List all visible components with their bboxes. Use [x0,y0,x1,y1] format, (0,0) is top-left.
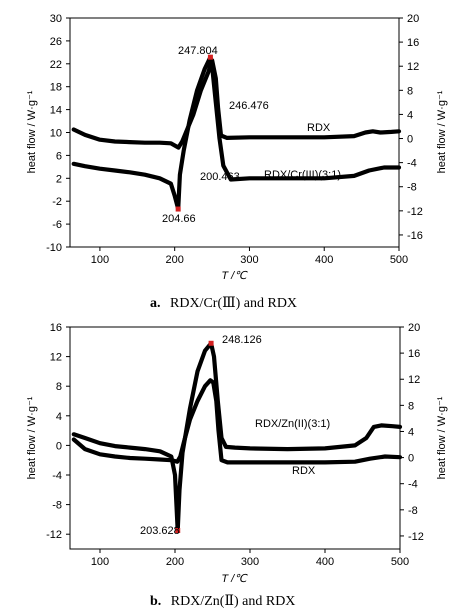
y-right-tick-label: -8 [407,182,417,194]
y-right-tick-label: 12 [407,61,419,73]
y-left-tick-label: 10 [50,128,62,140]
chart-a-annotation-onset2: 204.66 [162,213,196,225]
y-left-tick-label: 4 [56,411,62,423]
y-right-tick-label: 20 [407,13,419,25]
x-tick-label: 300 [240,254,258,266]
y-right-tick-label: -8 [408,505,418,517]
y-left-tick-label: -10 [46,242,62,254]
chart-a-annotation-peak1: 247.804 [178,45,218,57]
y-left-tick-label: -4 [52,470,62,482]
caption-a-text: RDX/Cr(Ⅲ) and RDX [170,296,297,311]
chart-a-ticks: 100 200 300 400 500 30 26 22 18 14 10 6 2 -2 -6 -10 20 16… [46,13,423,266]
x-tick-label: 400 [316,556,334,568]
x-tick-label: 100 [91,556,109,568]
caption-b: b. RDX/Zn(Ⅱ) and RDX [150,594,295,609]
x-tick-label: 200 [166,254,184,266]
y-right-tick-label: 20 [408,322,420,334]
chart-a-series [71,54,402,212]
series-line-1-0 [71,341,403,533]
y-left-tick-label: 2 [56,173,62,185]
y-right-tick-label: 0 [408,453,414,465]
chart-a-annotation-peak2: 246.476 [229,100,269,112]
chart-a-ylabel-right: heat flow / W·g⁻¹ [436,90,448,173]
y-left-tick-label: 14 [50,105,62,117]
x-tick-label: 200 [166,556,184,568]
y-left-tick-label: 8 [56,381,62,393]
y-right-tick-label: -12 [407,206,423,218]
caption-b-label: b. [150,594,161,609]
y-right-tick-label: 4 [408,426,414,438]
x-tick-label: 100 [91,254,109,266]
chart-b-annotation-onset: 203.628 [140,525,180,537]
y-left-tick-label: -12 [46,529,62,541]
chart-a: 100 200 300 400 500 30 26 22 18 14 10 6 2 -2 -6 -10 20 16… [26,13,448,282]
y-left-tick-label: 6 [56,150,62,162]
chart-b-ticks: 100 200 300 400 500 16 12 8 4 0 -4 -8 -12 20 16 12 8 4 0 -4… [46,322,424,568]
y-right-tick-label: -4 [407,158,417,170]
chart-a-ylabel-left: heat flow / W·g⁻¹ [26,90,38,173]
y-right-tick-label: 0 [407,134,413,146]
y-left-tick-label: 22 [50,59,62,71]
x-tick-label: 500 [390,254,408,266]
y-left-tick-label: -2 [52,196,62,208]
y-left-tick-label: 30 [50,13,62,25]
chart-a-series-label-rdx: RDX [307,122,331,134]
y-right-tick-label: -16 [407,230,423,242]
chart-b: 100 200 300 400 500 16 12 8 4 0 -4 -8 -12 20 16 12 8 4 0 -4… [26,322,448,585]
annotated-point-marker [208,340,214,346]
y-right-tick-label: -4 [408,479,418,491]
chart-a-annotation-onset1: 200.463 [200,171,240,183]
y-right-tick-label: 8 [408,400,414,412]
series-line-1-1 [71,378,403,465]
chart-a-xlabel: T /℃ [221,270,248,282]
y-right-tick-label: 16 [407,37,419,49]
annotated-point-marker [207,54,213,60]
y-left-tick-label: 26 [50,36,62,48]
y-left-tick-label: 12 [50,352,62,364]
y-left-tick-label: 18 [50,82,62,94]
chart-a-plot-frame [69,17,400,248]
y-left-tick-label: 0 [56,440,62,452]
y-right-tick-label: 12 [408,374,420,386]
caption-a-label: a. [150,296,161,311]
x-tick-label: 400 [315,254,333,266]
y-left-tick-label: -8 [52,500,62,512]
chart-b-xlabel: T /℃ [221,573,248,585]
y-right-tick-label: 4 [407,109,413,121]
chart-b-series-label-rdxzn: RDX/Zn(II)(3:1) [255,418,330,430]
chart-b-ylabel-left: heat flow / W·g⁻¹ [26,396,38,479]
caption-b-text: RDX/Zn(Ⅱ) and RDX [171,594,296,609]
y-right-tick-label: 16 [408,348,420,360]
x-tick-label: 300 [241,556,259,568]
chart-b-series [71,340,403,533]
y-right-tick-label: -12 [408,531,424,543]
y-left-tick-label: -6 [52,219,62,231]
annotated-point-marker [175,206,181,212]
y-right-tick-label: 8 [407,85,413,97]
chart-b-ylabel-right: heat flow / W·g⁻¹ [436,396,448,479]
series-line-0-1 [71,55,402,212]
y-left-tick-label: 16 [50,322,62,334]
chart-b-annotation-peak: 248.126 [222,334,262,346]
chart-b-plot-frame [69,326,401,550]
caption-a: a. RDX/Cr(Ⅲ) and RDX [150,296,297,311]
chart-a-series-label-rdxcr: RDX/Cr(III)(3:1) [264,169,341,181]
annotated-point-marker [175,528,181,533]
chart-b-series-label-rdx: RDX [292,465,316,477]
x-tick-label: 500 [391,556,409,568]
